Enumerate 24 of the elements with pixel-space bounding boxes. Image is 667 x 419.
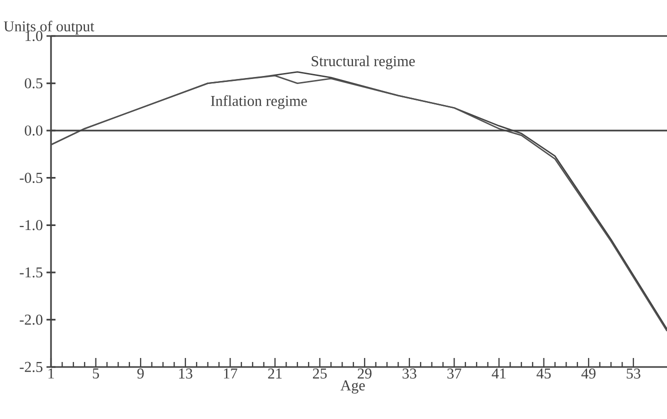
y-tick-label: -2.5 bbox=[20, 362, 42, 372]
y-tick-label: -1.5 bbox=[20, 267, 42, 278]
x-tick-label: 37 bbox=[447, 368, 462, 379]
y-tick-label: -0.5 bbox=[20, 172, 42, 183]
x-tick-label: 33 bbox=[402, 368, 416, 379]
x-tick-label: 5 bbox=[92, 368, 99, 378]
series-label: Structural regime bbox=[312, 56, 415, 70]
x-tick-label: 21 bbox=[268, 368, 282, 378]
y-tick-label: -1.0 bbox=[20, 220, 42, 230]
x-tick-label: 49 bbox=[581, 368, 596, 379]
x-axis-title: Age bbox=[340, 380, 365, 394]
x-tick-label: 29 bbox=[358, 368, 372, 379]
y-tick-label: 0.0 bbox=[24, 125, 42, 136]
series-label: Inflation regime bbox=[210, 95, 307, 110]
y-tick-label: 0.5 bbox=[24, 78, 42, 88]
y-tick-label: -2.0 bbox=[20, 314, 42, 325]
x-tick-label: 41 bbox=[492, 368, 506, 378]
x-tick-label: 45 bbox=[536, 368, 551, 379]
x-tick-label: 17 bbox=[224, 368, 238, 378]
x-tick-label: 9 bbox=[137, 368, 144, 379]
x-tick-label: 1 bbox=[48, 368, 54, 378]
x-tick-label: 53 bbox=[626, 368, 640, 379]
x-tick-label: 25 bbox=[312, 368, 327, 379]
x-tick-label: 13 bbox=[179, 368, 192, 379]
